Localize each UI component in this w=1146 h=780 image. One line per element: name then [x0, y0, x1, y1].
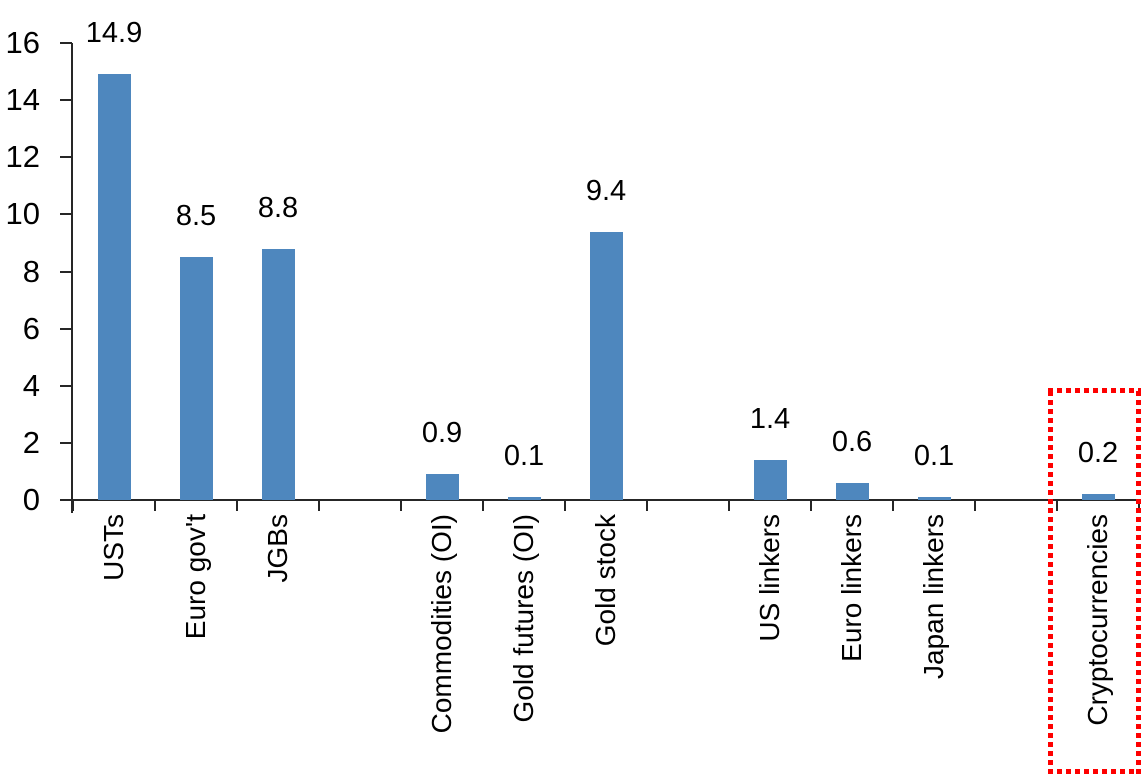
x-axis-tick: [154, 500, 156, 511]
y-axis-tick: [60, 271, 72, 273]
bar: [1081, 494, 1115, 500]
y-axis-label: 2: [22, 425, 40, 460]
highlight-box-right: [1136, 388, 1141, 774]
y-axis-label: 12: [5, 139, 40, 174]
x-axis-tick: [236, 500, 238, 511]
y-axis-tick: [60, 442, 72, 444]
highlight-box-top: [1048, 388, 1141, 393]
y-axis: [71, 43, 73, 513]
y-axis-tick: [60, 213, 72, 215]
bar: [261, 249, 295, 500]
category-label: Cryptocurrencies: [1082, 514, 1113, 726]
y-axis-tick: [60, 385, 72, 387]
bar: [179, 257, 213, 500]
y-axis-label: 10: [5, 196, 40, 231]
bar-value-label: 0.6: [831, 426, 873, 458]
x-axis: [71, 499, 1141, 501]
category-label: Commodities (OI): [426, 514, 457, 734]
x-axis-tick: [72, 500, 74, 511]
y-axis-tick: [60, 328, 72, 330]
highlight-box: [1048, 388, 1141, 774]
x-axis-tick: [564, 500, 566, 511]
bar: [753, 460, 787, 500]
category-label: Euro linkers: [836, 514, 867, 662]
y-axis-tick: [60, 499, 72, 501]
bar-value-label: 9.4: [585, 175, 627, 207]
y-axis-label: 6: [22, 311, 40, 346]
y-axis-label: 0: [22, 482, 40, 517]
x-axis-tick: [728, 500, 730, 511]
highlight-box-left: [1048, 388, 1053, 774]
bar-value-label: 0.1: [503, 440, 545, 472]
x-axis-tick: [974, 500, 976, 511]
category-label: JGBs: [262, 514, 293, 583]
category-label: Euro gov't: [180, 514, 211, 640]
bar-value-label: 8.5: [175, 200, 217, 232]
bar-value-label: 14.9: [85, 17, 143, 49]
bar-value-label: 0.1: [913, 440, 955, 472]
bar-value-label: 0.2: [1077, 437, 1119, 469]
bar-value-label: 0.9: [421, 417, 463, 449]
y-axis-label: 4: [22, 368, 40, 403]
bar: [835, 483, 869, 500]
bar: [917, 497, 951, 500]
x-axis-tick: [646, 500, 648, 511]
bar: [425, 474, 459, 500]
x-axis-tick: [400, 500, 402, 511]
category-label: USTs: [98, 514, 129, 581]
y-axis-tick: [60, 42, 72, 44]
bar: [97, 74, 131, 500]
category-label: Japan linkers: [918, 514, 949, 679]
x-axis-tick: [482, 500, 484, 511]
category-label: Gold futures (OI): [508, 514, 539, 723]
highlight-box-bottom: [1048, 769, 1141, 774]
y-axis-label: 14: [5, 82, 40, 117]
bar-value-label: 8.8: [257, 192, 299, 224]
bar: [507, 497, 541, 500]
y-axis-tick: [60, 99, 72, 101]
bar: [589, 232, 623, 500]
x-axis-tick: [892, 500, 894, 511]
x-axis-tick: [1056, 500, 1058, 511]
y-axis-label: 16: [5, 25, 40, 60]
y-axis-label: 8: [22, 254, 40, 289]
x-axis-tick: [810, 500, 812, 511]
y-axis-tick: [60, 156, 72, 158]
category-label: US linkers: [754, 514, 785, 642]
x-axis-tick: [318, 500, 320, 511]
bar-value-label: 1.4: [749, 403, 791, 435]
category-label: Gold stock: [590, 514, 621, 647]
